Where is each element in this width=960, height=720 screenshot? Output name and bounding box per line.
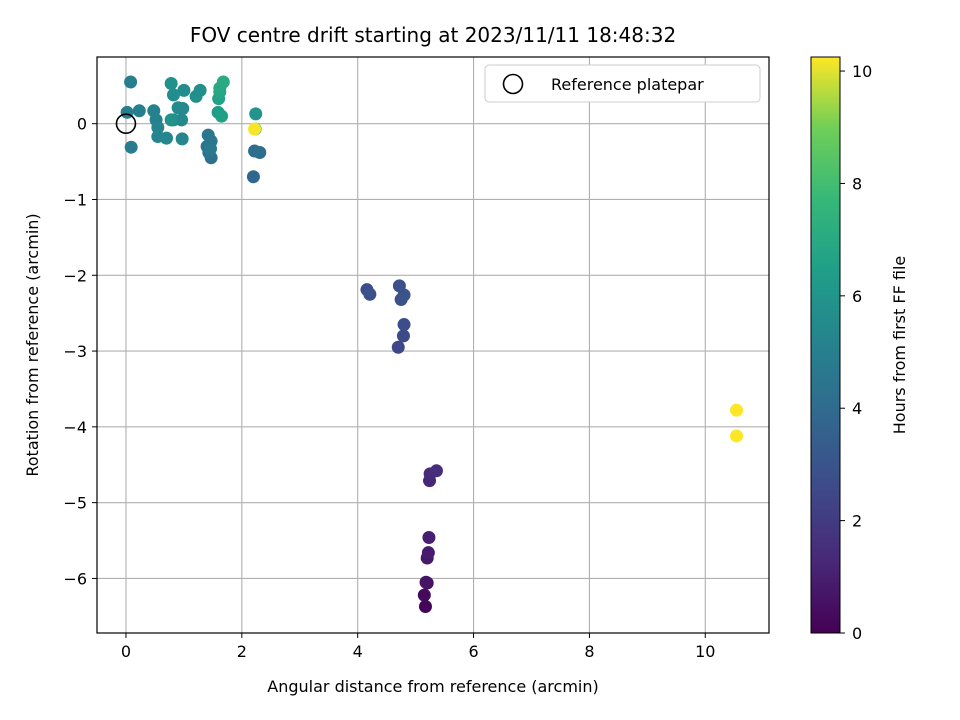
data-point <box>215 109 229 123</box>
data-point <box>730 429 744 443</box>
legend-box <box>484 64 761 103</box>
data-point <box>151 120 165 134</box>
data-point <box>417 588 431 602</box>
data-point <box>363 287 377 301</box>
data-point <box>419 575 433 589</box>
legend-entry-reference: Reference platepar <box>551 75 704 94</box>
data-point <box>216 75 230 89</box>
legend: Reference platepar <box>484 64 761 103</box>
data-point <box>421 546 435 560</box>
reference-platepar-marker <box>115 113 137 134</box>
data-point <box>160 131 174 145</box>
data-point <box>193 83 207 97</box>
x-tick-label: 0 <box>121 642 131 661</box>
data-point <box>249 107 263 121</box>
y-tick-label: −6 <box>63 569 87 588</box>
colorbar-label: Hours from first FF file <box>890 256 909 435</box>
grid-lines <box>97 57 769 633</box>
data-point <box>418 599 432 613</box>
data-point <box>391 340 405 354</box>
data-point <box>730 403 744 417</box>
data-point <box>164 77 178 91</box>
chart-title: FOV centre drift starting at 2023/11/11 … <box>190 23 676 47</box>
colorbar-tick-label: 2 <box>852 512 862 531</box>
data-point <box>201 128 215 142</box>
x-axis-ticks: 0 2 4 6 8 10 <box>121 633 715 661</box>
data-point <box>166 88 180 102</box>
y-tick-label: −4 <box>63 418 87 437</box>
data-point <box>177 83 191 97</box>
x-tick-label: 2 <box>237 642 247 661</box>
data-point <box>248 122 262 136</box>
colorbar: 0 2 4 6 8 10 Hours from first FF file <box>810 56 909 643</box>
y-tick-label: −1 <box>63 190 87 209</box>
data-points <box>120 75 744 613</box>
y-axis-ticks: 0 −1 −2 −3 −4 −5 −6 <box>63 115 97 588</box>
x-tick-label: 6 <box>468 642 478 661</box>
y-tick-label: −2 <box>63 266 87 285</box>
x-tick-label: 8 <box>584 642 594 661</box>
colorbar-tick-label: 0 <box>852 624 862 643</box>
data-point <box>429 464 443 478</box>
data-point <box>124 75 138 89</box>
data-point <box>396 329 410 343</box>
colorbar-ticks: 0 2 4 6 8 10 <box>840 62 872 643</box>
data-point <box>253 145 267 159</box>
data-point <box>164 113 178 127</box>
colorbar-tick-label: 4 <box>852 399 862 418</box>
plot-frame <box>96 56 770 634</box>
colorbar-gradient <box>810 56 841 634</box>
data-point <box>176 102 190 116</box>
data-point <box>132 104 146 118</box>
data-point <box>392 279 406 293</box>
legend-marker-icon <box>502 73 524 95</box>
y-tick-label: −3 <box>63 342 87 361</box>
colorbar-tick-label: 8 <box>852 174 862 193</box>
data-point <box>204 142 218 156</box>
colorbar-tick-label: 10 <box>852 62 872 81</box>
y-axis-label: Rotation from reference (arcmin) <box>23 213 42 476</box>
data-point <box>175 132 189 146</box>
y-tick-label: 0 <box>77 115 87 134</box>
data-point <box>175 113 189 127</box>
x-tick-label: 4 <box>353 642 363 661</box>
x-axis-label: Angular distance from reference (arcmin) <box>267 677 598 696</box>
y-tick-label: −5 <box>63 494 87 513</box>
data-point <box>124 140 138 154</box>
data-point <box>246 170 260 184</box>
colorbar-tick-label: 6 <box>852 287 862 306</box>
data-point <box>397 318 411 332</box>
data-point <box>422 531 436 545</box>
x-tick-label: 10 <box>695 642 715 661</box>
